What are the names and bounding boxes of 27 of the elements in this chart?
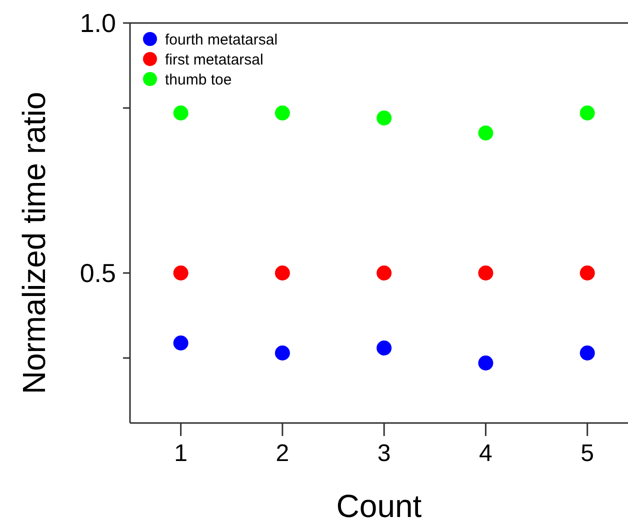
- point: [580, 346, 595, 360]
- y-axis-title: Normalized time ratio: [16, 92, 52, 394]
- x-tick-label: 1: [174, 440, 188, 467]
- point: [580, 106, 595, 120]
- x-tick-label: 5: [580, 440, 594, 467]
- legend-label: fourth metatarsal: [165, 31, 278, 48]
- point: [478, 126, 494, 140]
- point: [376, 266, 392, 280]
- x-tick-label: 3: [377, 440, 391, 467]
- x-axis-title: Count: [336, 488, 422, 524]
- y-tick-label: 0.5: [80, 258, 116, 288]
- point: [274, 346, 290, 360]
- point: [376, 340, 392, 356]
- point: [173, 106, 188, 120]
- point: [274, 106, 290, 120]
- point: [478, 356, 494, 370]
- x-tick-label: 4: [479, 440, 492, 467]
- point: [376, 110, 392, 126]
- point: [173, 336, 188, 350]
- y-tick-label: 1.0: [80, 8, 116, 38]
- point: [580, 266, 595, 280]
- point: [173, 266, 188, 280]
- legend-label: first metatarsal: [165, 51, 264, 68]
- point: [274, 266, 290, 280]
- x-tick-label: 2: [276, 440, 290, 467]
- point: [478, 266, 494, 280]
- legend-label: thumb toe: [165, 71, 232, 88]
